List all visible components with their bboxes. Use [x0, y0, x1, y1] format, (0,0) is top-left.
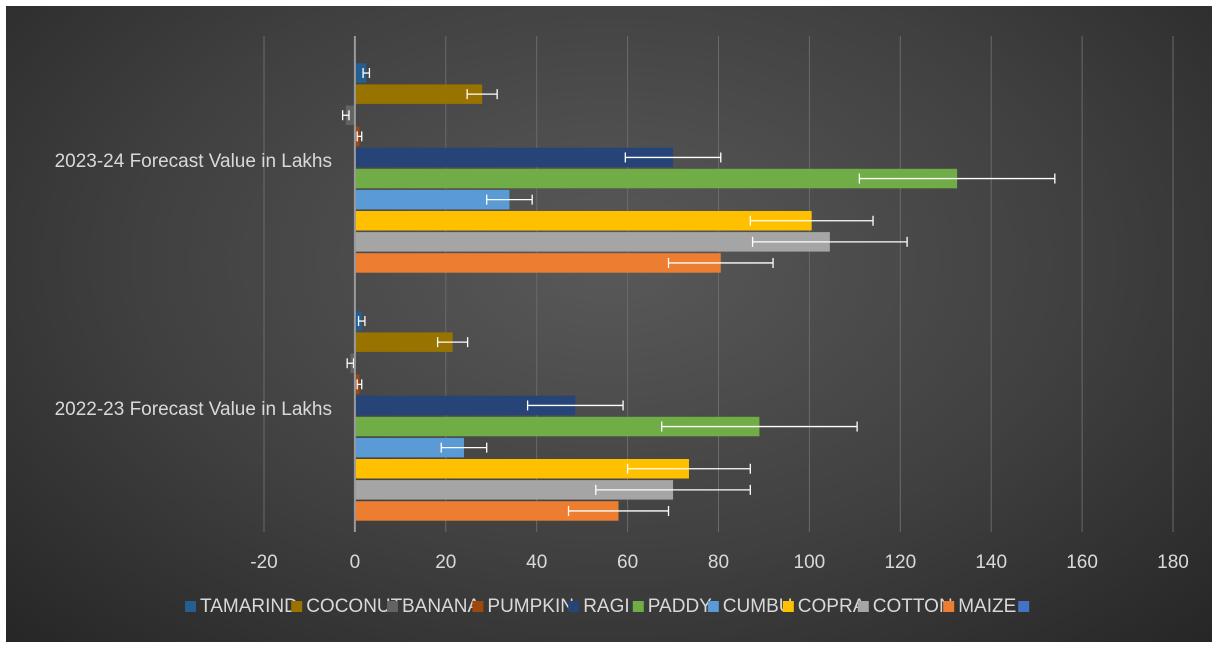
legend-swatch [568, 601, 580, 612]
category-label: 2023-24 Forecast Value in Lakhs [55, 151, 332, 172]
legend-label: COPRA [798, 596, 866, 617]
legend: TAMARIND COCONUT BANANA PUMPKIN RAGI PADDY CUM… [185, 596, 1030, 617]
bar-banana [345, 105, 355, 125]
x-tick-label: 100 [794, 552, 826, 573]
bar-maize [354, 501, 619, 521]
x-tick-label: -20 [250, 552, 277, 573]
bar-maize [354, 253, 721, 273]
legend-label: COTTON [873, 596, 953, 617]
legend-swatch [387, 601, 398, 612]
legend-label: BANANA [402, 596, 480, 617]
legend-swatch [632, 601, 644, 612]
legend-label: PADDY [648, 596, 712, 617]
bar-cotton [354, 480, 674, 500]
x-tick-label: 40 [526, 552, 547, 573]
bar-coconut [354, 332, 453, 352]
legend-swatch [291, 601, 303, 612]
bars [345, 63, 958, 521]
labels: -20 0 20 40 60 80 100 120 140 160 180 2022-23 Forec… [55, 151, 1189, 573]
legend-swatch [185, 601, 196, 612]
bar-ragi [354, 395, 576, 416]
x-tick-label: 20 [435, 552, 456, 573]
category-label: 2022-23 Forecast Value in Lakhs [55, 399, 332, 420]
legend-label: TAMARIND [200, 596, 298, 617]
bar-tamarind [354, 63, 367, 83]
legend-label: PUMPKIN [487, 596, 574, 617]
legend-swatch [857, 601, 869, 612]
legend-swatch [1018, 601, 1030, 612]
x-tick-label: 0 [350, 552, 361, 573]
bar-paddy [354, 416, 760, 437]
legend-label: MAIZE [958, 596, 1016, 617]
legend-swatch [943, 601, 955, 612]
legend-swatch [707, 601, 719, 612]
legend-label: CUMBU [723, 596, 793, 617]
x-tick-label: 120 [884, 552, 916, 573]
x-tick-label: 180 [1157, 552, 1189, 573]
chart-svg: -20 0 20 40 60 80 100 120 140 160 180 2022-23 Forec… [55, 36, 1189, 617]
bar-coconut [354, 84, 483, 104]
chart-area: -20 0 20 40 60 80 100 120 140 160 180 2022-23 Forec… [6, 6, 1212, 642]
x-tick-label: 60 [617, 552, 638, 573]
bar-copra [354, 211, 812, 231]
x-tick-label: 140 [975, 552, 1007, 573]
legend-swatch [782, 601, 794, 612]
legend-label: RAGI [583, 596, 629, 617]
bar-paddy [354, 168, 958, 189]
gridlines [263, 36, 1174, 532]
bar-cumbu [354, 189, 510, 210]
bar-copra [354, 459, 689, 479]
bar-ragi [354, 147, 674, 168]
x-tick-label: 80 [708, 552, 729, 573]
x-tick-label: 160 [1066, 552, 1098, 573]
bar-cotton [354, 232, 830, 252]
bar-cumbu [354, 437, 464, 458]
legend-label: COCONUT [306, 596, 402, 617]
legend-swatch [472, 601, 484, 612]
error-bars [341, 68, 1056, 516]
